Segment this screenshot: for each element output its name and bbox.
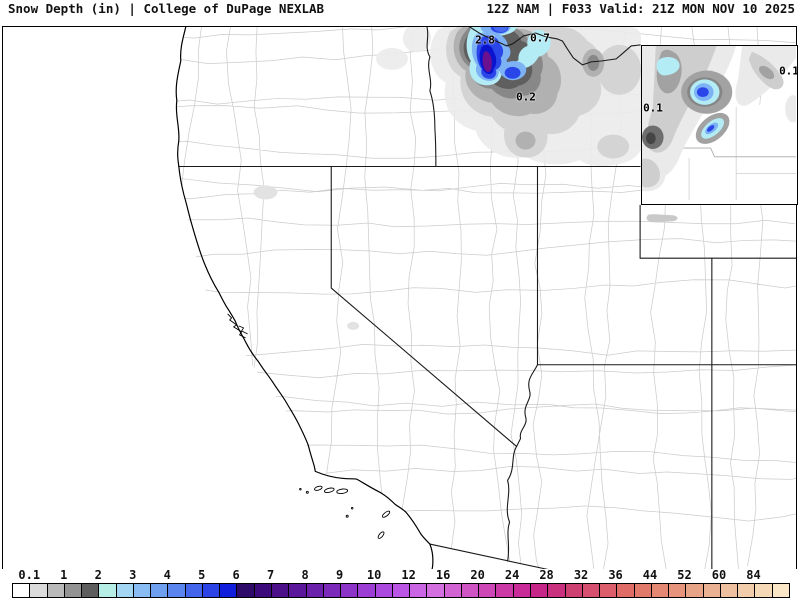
colorbar-cell xyxy=(30,584,48,597)
colorbar-cell xyxy=(375,584,393,597)
colorbar-cell xyxy=(427,584,445,597)
colorbar-cell xyxy=(530,584,549,597)
colorbar-tick-label: 20 xyxy=(470,568,485,582)
colorbar-cell xyxy=(686,584,704,597)
wyoming-snow-smudge xyxy=(646,214,678,223)
colorbar: 0.1 1 2 3 4 5 6 7 8 9 10 12 16 20 24 28 32 36 44 52 60 84 xyxy=(0,569,800,600)
colorbar-cell xyxy=(461,584,480,597)
colorbar-cell xyxy=(513,584,531,597)
state-borders xyxy=(178,27,796,570)
colorbar-tick-label: 1 xyxy=(60,568,68,582)
colorbar-tick-label: 60 xyxy=(711,568,727,582)
colorbar-cell xyxy=(133,584,152,597)
colorbar-cell xyxy=(99,584,117,597)
colorbar-cell xyxy=(600,584,618,597)
colorbar-cell xyxy=(755,584,773,597)
colorbar-cell xyxy=(565,584,583,597)
colorbar-tick-label: 2 xyxy=(94,568,102,582)
colorbar-cell xyxy=(220,584,238,597)
colorbar-tick-label: 24 xyxy=(504,568,520,582)
colorbar-cell xyxy=(47,584,65,597)
colorbar-tick-label: 12 xyxy=(401,568,416,582)
model-run-info: 12Z NAM | F033 Valid: 21Z MON NOV 10 202… xyxy=(486,1,795,16)
colorbar-cell xyxy=(116,584,134,597)
colorbar-cell xyxy=(617,584,635,597)
colorbar-tick-label: 6 xyxy=(232,568,240,582)
sierra-snow-spot xyxy=(347,321,360,330)
colorbar-tick-label: 10 xyxy=(366,568,382,582)
colorbar-cell xyxy=(202,584,221,597)
colorbar-cell xyxy=(703,584,721,597)
colorbar-tick-label: 5 xyxy=(198,568,206,582)
colorbar-cell xyxy=(634,584,652,597)
coastline xyxy=(175,27,434,570)
colorbar-cell xyxy=(82,584,100,597)
shasta-snow-spot xyxy=(253,185,278,200)
colorbar-tick-label: 3 xyxy=(129,568,137,582)
colorbar-cell xyxy=(651,584,670,597)
county-line-path xyxy=(176,27,796,570)
colorbar-cell xyxy=(306,584,324,597)
colorbar-tick-label: 44 xyxy=(642,568,658,582)
colorbar-cell xyxy=(289,584,307,597)
colorbar-tick-label: 9 xyxy=(336,568,344,582)
colorbar-tick-label: 8 xyxy=(301,568,309,582)
inset-snow-shading xyxy=(642,46,796,192)
channel-islands xyxy=(299,485,391,539)
colorbar-cell xyxy=(410,584,428,597)
colorbar-cell xyxy=(548,584,566,597)
snow-core xyxy=(466,27,551,86)
colorbar-tick-label: 32 xyxy=(573,568,589,582)
colorbar-cell xyxy=(254,584,272,597)
snow-shading xyxy=(253,27,678,330)
colorbar-cell xyxy=(13,584,31,597)
colorbar-cell xyxy=(323,584,342,597)
map-frame: 2.8 0.7 0.2 xyxy=(2,26,798,571)
map-canvas xyxy=(175,27,796,570)
colorbar-cell xyxy=(151,584,169,597)
colorbar-cell xyxy=(772,584,789,597)
colorbar-cell xyxy=(720,584,739,597)
colorbar-scale xyxy=(12,583,790,598)
product-title: Snow Depth (in) | College of DuPage NEXL… xyxy=(8,1,325,16)
colorbar-cell xyxy=(444,584,462,597)
colorbar-cell xyxy=(168,584,186,597)
colorbar-tick-label: 28 xyxy=(539,568,554,582)
colorbar-tick-label: 0.1 xyxy=(18,568,41,582)
inset-canvas xyxy=(642,46,796,201)
colorbar-tick-label: 52 xyxy=(677,568,692,582)
sf-bay xyxy=(227,313,246,339)
colorbar-cell xyxy=(358,584,376,597)
colorbar-cell xyxy=(738,584,756,597)
colorbar-cell xyxy=(271,584,290,597)
colorbar-cell xyxy=(479,584,497,597)
mexico-border xyxy=(429,543,551,570)
colorbar-cell xyxy=(582,584,601,597)
colorbar-cell xyxy=(496,584,514,597)
colorbar-tick-label: 4 xyxy=(163,568,171,582)
colorbar-cell xyxy=(341,584,359,597)
colorbar-tick-label: 16 xyxy=(435,568,451,582)
inset-map: 0.1 0.1 xyxy=(641,45,798,205)
county-lines xyxy=(176,27,796,570)
colorbar-cell xyxy=(392,584,411,597)
colorbar-cell xyxy=(185,584,203,597)
colorbar-cell xyxy=(237,584,255,597)
colorbar-cell xyxy=(64,584,83,597)
colorbar-cell xyxy=(669,584,687,597)
colorbar-tick-label: 7 xyxy=(267,568,275,582)
colorbar-tick-label: 36 xyxy=(608,568,623,582)
colorbar-tick-label: 84 xyxy=(746,568,761,582)
